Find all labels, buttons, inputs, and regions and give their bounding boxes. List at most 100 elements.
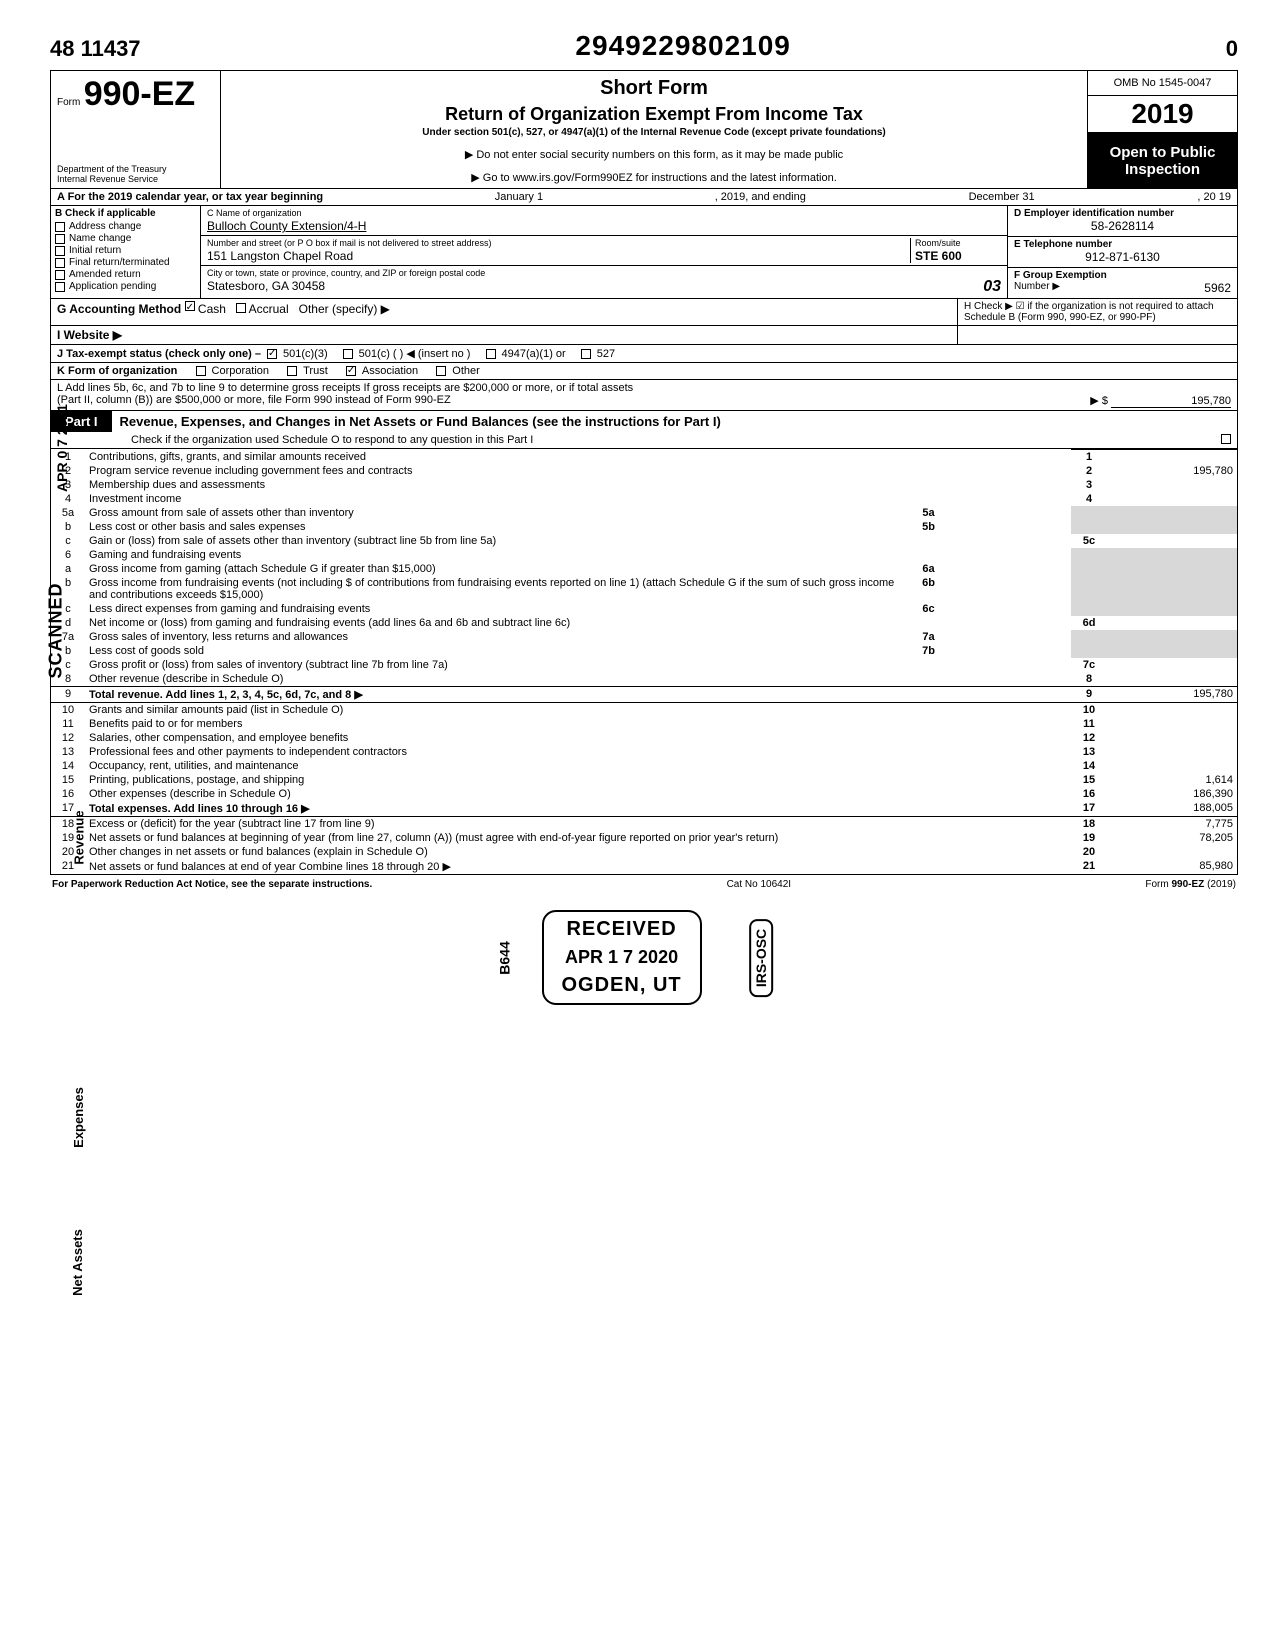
j-527: 527 xyxy=(597,348,615,360)
ln1-desc: Contributions, gifts, grants, and simila… xyxy=(85,450,1071,465)
ln15-val: 1,614 xyxy=(1107,773,1237,787)
c-room-label: Room/suite xyxy=(915,238,1001,248)
checkbox-cash-icon[interactable] xyxy=(185,301,195,311)
c-city-hand: 03 xyxy=(983,278,1001,296)
ln20-rn: 20 xyxy=(1071,845,1107,859)
checkbox-527-icon[interactable] xyxy=(581,349,591,359)
checkbox-icon[interactable] xyxy=(55,234,65,244)
row-j: J Tax-exempt status (check only one) – 5… xyxy=(51,345,1237,363)
checkbox-501c3-icon[interactable] xyxy=(267,349,277,359)
ln21-val: 85,980 xyxy=(1107,859,1237,874)
f-label2: Number ▶ xyxy=(1014,281,1060,292)
row-a-begin: January 1 xyxy=(327,191,711,203)
ln5b-desc: Less cost or other basis and sales expen… xyxy=(85,520,906,534)
line-12: 12 Salaries, other compensation, and emp… xyxy=(51,731,1237,745)
line-4: 4 Investment income 4 xyxy=(51,492,1237,506)
ln6c-rn xyxy=(1071,602,1107,616)
ln6a-mv xyxy=(951,562,1071,576)
checkbox-501c-icon[interactable] xyxy=(343,349,353,359)
arrow-line-2: ▶ Go to www.irs.gov/Form990EZ for instru… xyxy=(229,171,1079,184)
l-value: 195,780 xyxy=(1111,395,1231,408)
checkbox-assoc-icon[interactable] xyxy=(346,366,356,376)
checkbox-accrual-icon[interactable] xyxy=(236,303,246,313)
checkbox-icon[interactable] xyxy=(55,246,65,256)
line-3: 3 Membership dues and assessments 3 xyxy=(51,478,1237,492)
chk-pending: Application pending xyxy=(55,281,196,292)
ln5c-val xyxy=(1107,534,1237,548)
checkbox-other-icon[interactable] xyxy=(436,366,446,376)
def-e: E Telephone number 912-871-6130 xyxy=(1008,237,1237,268)
checkbox-corp-icon[interactable] xyxy=(196,366,206,376)
k-corp: Corporation xyxy=(212,365,269,377)
row-k: K Form of organization Corporation Trust… xyxy=(51,363,1237,380)
line-21: 21 Net assets or fund balances at end of… xyxy=(51,859,1237,874)
ln6-val xyxy=(1107,548,1237,562)
open-line1: Open to Public xyxy=(1092,144,1233,161)
row-h-cont xyxy=(957,326,1237,344)
ln6d-rn: 6d xyxy=(1071,616,1107,630)
c-name-label: C Name of organization xyxy=(207,208,1001,218)
ln6b-val xyxy=(1107,576,1237,602)
side-apr: APR 0 7 xyxy=(54,439,70,492)
dept-line1: Department of the Treasury xyxy=(57,164,214,174)
header-grid: Form 990-EZ Department of the Treasury I… xyxy=(51,71,1237,189)
footer-left: For Paperwork Reduction Act Notice, see … xyxy=(52,879,372,890)
ln7a-desc: Gross sales of inventory, less returns a… xyxy=(85,630,906,644)
ln16-val: 186,390 xyxy=(1107,787,1237,801)
def-f: F Group Exemption Number ▶ 5962 xyxy=(1008,268,1237,298)
ln11-rn: 11 xyxy=(1071,717,1107,731)
dept-line2: Internal Revenue Service xyxy=(57,174,214,184)
part1-header: Part I Revenue, Expenses, and Changes in… xyxy=(51,411,1237,432)
checkbox-icon[interactable] xyxy=(55,270,65,280)
ln12-rn: 12 xyxy=(1071,731,1107,745)
lines-table: 1 Contributions, gifts, grants, and simi… xyxy=(51,449,1237,874)
ln6b-mv xyxy=(951,576,1071,602)
checkbox-icon[interactable] xyxy=(55,222,65,232)
chk-amended: Amended return xyxy=(55,269,196,280)
arrow-line-1: ▶ Do not enter social security numbers o… xyxy=(229,148,1079,161)
ln14-val xyxy=(1107,759,1237,773)
ln6a-desc: Gross income from gaming (attach Schedul… xyxy=(85,562,906,576)
footer-right: Form 990-EZ (2019) xyxy=(1145,879,1236,890)
chk-final: Final return/terminated xyxy=(55,257,196,268)
line-17: 17 Total expenses. Add lines 10 through … xyxy=(51,801,1237,817)
checkbox-icon[interactable] xyxy=(55,258,65,268)
ln18-desc: Excess or (deficit) for the year (subtra… xyxy=(85,817,1071,832)
ln13-desc: Professional fees and other payments to … xyxy=(85,745,1071,759)
ln6a-mb: 6a xyxy=(906,562,951,576)
checkbox-trust-icon[interactable] xyxy=(287,366,297,376)
checkbox-4947-icon[interactable] xyxy=(486,349,496,359)
g-cash: Cash xyxy=(198,302,226,316)
ln20-val xyxy=(1107,845,1237,859)
line-6d: d Net income or (loss) from gaming and f… xyxy=(51,616,1237,630)
line-6c: c Less direct expenses from gaming and f… xyxy=(51,602,1237,616)
ln19-rn: 19 xyxy=(1071,831,1107,845)
chk-label-4: Amended return xyxy=(69,269,141,280)
ln5b-rn xyxy=(1071,520,1107,534)
ln6c-desc: Less direct expenses from gaming and fun… xyxy=(85,602,906,616)
ln8-desc: Other revenue (describe in Schedule O) xyxy=(85,672,1071,687)
top-left-code: 48 11437 xyxy=(50,36,141,62)
ln7a-mb: 7a xyxy=(906,630,951,644)
ln1-val xyxy=(1107,450,1237,465)
ln5b-mb: 5b xyxy=(906,520,951,534)
ln7b-mv xyxy=(951,644,1071,658)
form-prefix: Form xyxy=(57,97,80,108)
header-center: Short Form Return of Organization Exempt… xyxy=(221,71,1087,188)
ln2-val: 195,780 xyxy=(1107,464,1237,478)
ln7b-rn xyxy=(1071,644,1107,658)
e-value: 912-871-6130 xyxy=(1014,250,1231,264)
f-label: F Group Exemption xyxy=(1014,270,1107,281)
checkbox-icon[interactable] xyxy=(55,282,65,292)
ln4-val xyxy=(1107,492,1237,506)
line-1: 1 Contributions, gifts, grants, and simi… xyxy=(51,450,1237,465)
checkbox-part1-icon[interactable] xyxy=(1221,434,1231,444)
ln15-num: 15 xyxy=(51,773,85,787)
line-19: 19 Net assets or fund balances at beginn… xyxy=(51,831,1237,845)
side-netassets: Net Assets xyxy=(70,1229,85,1296)
ln12-desc: Salaries, other compensation, and employ… xyxy=(85,731,1071,745)
side-revenue: Revenue xyxy=(72,810,87,864)
l-line2: (Part II, column (B)) are $500,000 or mo… xyxy=(57,394,451,408)
row-h: H Check ▶ ☑ if the organization is not r… xyxy=(957,299,1237,325)
ln4-rn: 4 xyxy=(1071,492,1107,506)
